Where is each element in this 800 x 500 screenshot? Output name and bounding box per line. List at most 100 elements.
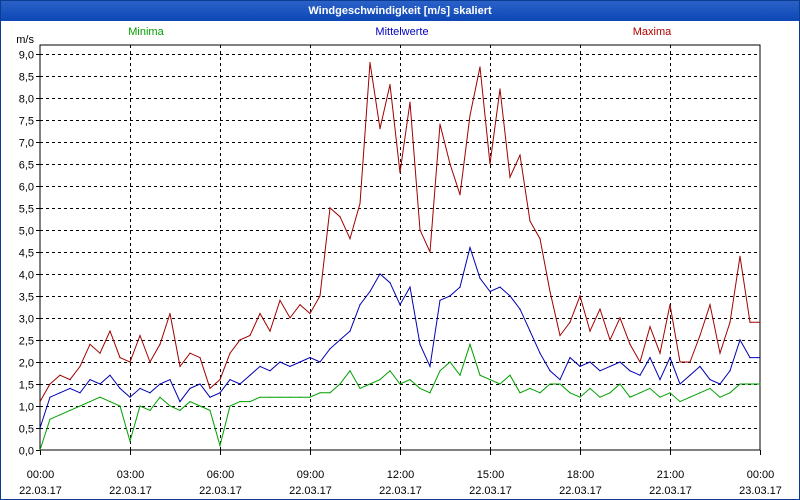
data-point-mittelwerte <box>479 277 481 279</box>
x-tick-time: 09:00 <box>297 469 325 481</box>
data-point-minima <box>709 387 711 389</box>
data-point-minima <box>199 405 201 407</box>
data-point-maxima <box>279 299 281 301</box>
data-point-minima <box>39 449 41 451</box>
y-tick-label: 5,0 <box>19 226 34 238</box>
data-point-minima <box>639 392 641 394</box>
x-tick-date: 22.03.17 <box>19 485 62 497</box>
grid-layer <box>39 44 761 451</box>
data-point-minima <box>89 401 91 403</box>
data-point-minima <box>209 409 211 411</box>
data-point-maxima <box>389 84 391 86</box>
data-point-mittelwerte <box>739 339 741 341</box>
data-point-maxima <box>639 361 641 363</box>
y-tick-label: 1,5 <box>19 380 34 392</box>
data-point-maxima <box>669 304 671 306</box>
data-point-minima <box>329 392 331 394</box>
y-tick-label: 0,5 <box>19 424 34 436</box>
y-tick-label: 6,0 <box>19 182 34 194</box>
data-point-maxima <box>569 321 571 323</box>
data-point-maxima <box>599 308 601 310</box>
data-point-mittelwerte <box>539 352 541 354</box>
data-point-maxima <box>99 352 101 354</box>
data-point-minima <box>669 392 671 394</box>
data-point-maxima <box>559 334 561 337</box>
y-tick-label: 4,5 <box>19 248 34 260</box>
data-point-minima <box>759 383 761 385</box>
data-point-minima <box>449 361 451 363</box>
data-point-mittelwerte <box>659 379 661 381</box>
x-tick-time: 03:00 <box>117 469 145 481</box>
data-point-mittelwerte <box>499 286 501 288</box>
data-point-mittelwerte <box>209 396 211 398</box>
data-point-mittelwerte <box>589 361 591 363</box>
data-point-minima <box>699 392 701 394</box>
data-point-maxima <box>299 304 301 306</box>
data-point-maxima <box>699 334 701 337</box>
data-point-minima <box>309 396 311 398</box>
data-point-mittelwerte <box>549 370 551 372</box>
data-point-minima <box>609 392 611 394</box>
data-point-mittelwerte <box>259 365 261 367</box>
y-tick-label: 1,0 <box>19 402 34 414</box>
data-point-mittelwerte <box>679 383 681 385</box>
data-point-mittelwerte <box>109 374 111 376</box>
legend-layer: Minima Mittelwerte Maxima <box>128 26 672 38</box>
data-point-mittelwerte <box>349 330 351 332</box>
data-point-mittelwerte <box>729 370 731 372</box>
data-point-maxima <box>149 361 151 363</box>
data-point-maxima <box>629 343 631 345</box>
data-point-mittelwerte <box>629 370 631 372</box>
data-point-mittelwerte <box>469 246 471 249</box>
data-point-mittelwerte <box>139 387 141 389</box>
data-point-maxima <box>179 365 181 367</box>
data-point-minima <box>719 396 721 398</box>
data-point-minima <box>219 445 221 447</box>
data-point-maxima <box>229 352 231 354</box>
data-point-minima <box>269 396 271 398</box>
data-point-maxima <box>249 334 251 337</box>
data-point-mittelwerte <box>289 365 291 367</box>
data-point-minima <box>739 383 741 385</box>
data-point-mittelwerte <box>379 273 381 275</box>
x-tick-date: 22.03.17 <box>649 485 692 497</box>
data-point-mittelwerte <box>599 370 601 372</box>
data-point-minima <box>259 396 261 398</box>
data-point-maxima <box>169 312 171 315</box>
data-point-mittelwerte <box>249 374 251 376</box>
data-point-minima <box>519 392 521 394</box>
data-point-minima <box>629 396 631 398</box>
data-point-minima <box>179 409 181 411</box>
data-point-minima <box>289 396 291 398</box>
data-point-mittelwerte <box>709 379 711 381</box>
y-tick-label: 3,5 <box>19 292 34 304</box>
data-point-minima <box>429 392 431 394</box>
data-point-mittelwerte <box>569 357 571 359</box>
data-point-maxima <box>409 101 411 103</box>
data-point-mittelwerte <box>699 365 701 367</box>
data-point-maxima <box>49 383 51 385</box>
data-point-minima <box>59 414 61 416</box>
data-point-mittelwerte <box>99 383 101 385</box>
data-point-mittelwerte <box>759 357 761 359</box>
x-tick-date: 22.03.17 <box>469 485 512 497</box>
data-point-minima <box>339 383 341 385</box>
data-point-maxima <box>709 304 711 306</box>
data-point-mittelwerte <box>279 361 281 363</box>
x-tick-time: 12:00 <box>387 469 415 481</box>
data-point-minima <box>659 396 661 398</box>
data-point-minima <box>579 396 581 398</box>
data-point-maxima <box>289 317 291 319</box>
x-tick-date: 22.03.17 <box>199 485 242 497</box>
data-point-minima <box>99 396 101 398</box>
data-point-mittelwerte <box>119 387 121 389</box>
data-point-minima <box>139 405 141 407</box>
data-point-maxima <box>429 251 431 253</box>
data-point-mittelwerte <box>129 396 131 398</box>
y-tick-label: 9,0 <box>19 50 34 62</box>
data-point-mittelwerte <box>59 392 61 394</box>
data-point-maxima <box>739 255 741 257</box>
data-point-maxima <box>59 374 61 376</box>
x-tick-time: 21:00 <box>657 469 685 481</box>
data-point-mittelwerte <box>39 427 41 429</box>
